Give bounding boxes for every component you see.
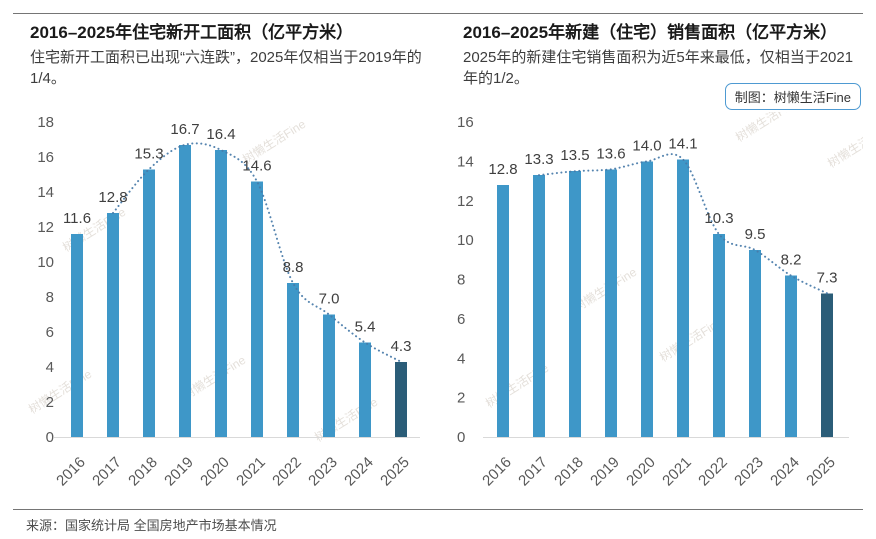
x-axis-label-2023: 2023 [731, 454, 767, 490]
value-label: 14.6 [242, 158, 271, 175]
bar-2022 [713, 234, 725, 437]
value-label: 7.0 [319, 291, 340, 308]
x-axis-label-2022: 2022 [269, 454, 305, 490]
x-axis-label-2016: 2016 [479, 454, 515, 490]
bar-2023 [323, 314, 335, 437]
x-axis-label-2020: 2020 [197, 454, 233, 490]
chart-title-left: 2016–2025年住宅新开工面积（亿平方米） [30, 23, 354, 42]
x-axis-label-2018: 2018 [551, 454, 587, 490]
value-label: 5.4 [355, 319, 376, 336]
x-axis-label-2017: 2017 [89, 454, 125, 490]
y-axis-tick-label: 10 [37, 254, 54, 271]
value-label: 7.3 [817, 269, 838, 286]
y-axis-tick-label: 18 [37, 114, 54, 131]
bar-2024 [785, 275, 797, 437]
bar-2018 [143, 169, 155, 438]
trendline [538, 153, 828, 295]
bar-2024 [359, 342, 371, 437]
value-label: 16.7 [170, 121, 199, 138]
value-label: 14.0 [632, 137, 661, 154]
bar-2019 [179, 144, 191, 438]
y-axis-tick-label: 4 [457, 350, 465, 367]
y-axis-tick-label: 16 [37, 149, 54, 166]
x-axis-label-2019: 2019 [587, 454, 623, 490]
x-axis-label-2021: 2021 [233, 454, 269, 490]
bar-2016 [71, 234, 83, 437]
bar-chart-left: 树懒生活Fine树懒生活Fine树懒生活Fine树懒生活Fine树懒生活Fine… [26, 114, 420, 490]
x-axis-label-2020: 2020 [623, 454, 659, 490]
x-axis-label-2018: 2018 [125, 454, 161, 490]
value-label: 8.8 [283, 259, 304, 276]
value-label: 9.5 [745, 226, 766, 243]
x-axis-label-2024: 2024 [341, 454, 377, 490]
top-divider [13, 13, 863, 14]
x-axis-label-2019: 2019 [161, 454, 197, 490]
value-label: 13.3 [524, 151, 553, 168]
value-label: 13.6 [596, 145, 625, 162]
x-axis-label-2021: 2021 [659, 454, 695, 490]
y-axis-tick-label: 2 [457, 390, 465, 407]
bar-2018 [569, 171, 581, 437]
bar-2016 [497, 185, 509, 437]
bottom-divider [13, 509, 863, 510]
watermark-text: 树懒生活Fine [825, 120, 863, 171]
bar-2017 [107, 213, 119, 437]
x-axis-label-2023: 2023 [305, 454, 341, 490]
chart-panel-left: 2016–2025年住宅新开工面积（亿平方米） 住宅新开工面积已出现“六连跌”，… [14, 20, 434, 489]
value-label: 11.6 [63, 210, 91, 227]
credit-badge: 制图：树懒生活Fine [724, 83, 861, 110]
x-axis-label-2025: 2025 [803, 454, 839, 490]
chart-subtitle-left: 住宅新开工面积已出现“六连跌”，2025年仅相当于2019年的1/4。 [30, 49, 422, 87]
bar-2025 [821, 293, 833, 437]
chart-subtitle-right: 2025年的新建住宅销售面积为近5年来最低，仅相当于2021年的1/2。 [463, 49, 854, 87]
y-axis-tick-label: 12 [37, 219, 54, 236]
y-axis-tick-label: 6 [46, 324, 54, 341]
trendline [112, 142, 402, 363]
y-axis-tick-label: 2 [46, 394, 54, 411]
bar-2021 [251, 181, 263, 437]
value-label: 15.3 [134, 145, 163, 162]
x-axis-label-2024: 2024 [767, 454, 803, 490]
value-label: 4.3 [391, 338, 412, 355]
chart-title-right: 2016–2025年新建（住宅）销售面积（亿平方米） [463, 23, 838, 42]
y-axis-tick-label: 6 [457, 311, 465, 328]
bar-chart-right: 树懒生活Fine树懒生活Fine树懒生活Fine树懒生活Fine树懒生活Fine… [457, 112, 863, 490]
value-label: 8.2 [781, 252, 802, 269]
bar-2023 [749, 250, 761, 437]
value-label: 12.8 [98, 189, 127, 206]
bar-2022 [287, 283, 299, 437]
y-axis-tick-label: 10 [457, 232, 474, 249]
y-axis-tick-label: 0 [457, 429, 465, 446]
value-label: 13.5 [560, 147, 589, 164]
x-axis-label-2025: 2025 [377, 454, 413, 490]
bar-2020 [641, 161, 653, 437]
watermark-text: 树懒生活Fine [733, 112, 802, 145]
value-label: 12.8 [488, 161, 517, 178]
bar-2019 [605, 169, 617, 438]
bar-2020 [215, 150, 227, 437]
watermark-text: 树懒生活Fine [26, 366, 95, 417]
y-axis-tick-label: 4 [46, 359, 54, 376]
x-axis-label-2022: 2022 [695, 454, 731, 490]
bar-2017 [533, 175, 545, 437]
y-axis-tick-label: 14 [37, 184, 54, 201]
x-axis-label-2016: 2016 [53, 454, 89, 490]
y-axis-tick-label: 0 [46, 429, 54, 446]
value-label: 16.4 [206, 126, 235, 143]
source-note: 来源：国家统计局 全国房地产市场基本情况 [26, 518, 277, 533]
y-axis-tick-label: 8 [46, 289, 54, 306]
y-axis-tick-label: 14 [457, 153, 474, 170]
bar-2025 [395, 361, 407, 438]
y-axis-tick-label: 16 [457, 114, 474, 131]
x-axis-label-2017: 2017 [515, 454, 551, 490]
chart-panel-right: 2016–2025年新建（住宅）销售面积（亿平方米） 2025年的新建住宅销售面… [447, 20, 863, 489]
value-label: 14.1 [668, 135, 697, 152]
value-label: 10.3 [704, 210, 733, 227]
bar-2021 [677, 159, 689, 437]
y-axis-tick-label: 8 [457, 272, 465, 289]
y-axis-tick-label: 12 [457, 193, 474, 210]
